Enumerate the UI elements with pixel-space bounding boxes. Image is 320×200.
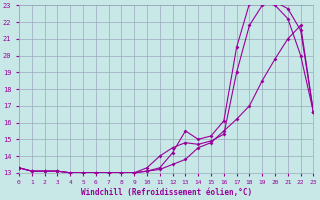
X-axis label: Windchill (Refroidissement éolien,°C): Windchill (Refroidissement éolien,°C) [81,188,252,197]
